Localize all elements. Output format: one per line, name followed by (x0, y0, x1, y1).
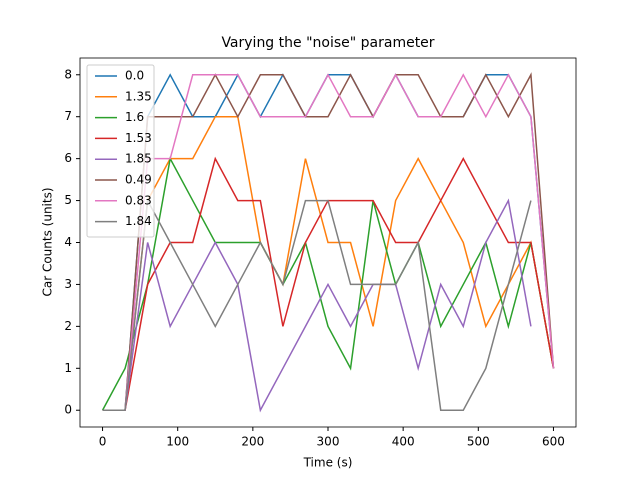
legend-label: 0.83 (125, 193, 152, 207)
y-tick-label: 1 (64, 361, 72, 375)
series-line (102, 72, 555, 411)
y-tick-label: 3 (64, 277, 72, 291)
x-tick-label: 100 (166, 435, 189, 449)
x-tick-label: 200 (241, 435, 264, 449)
x-axis-label: Time (s) (303, 456, 353, 470)
series-line (102, 115, 555, 411)
legend-label: 0.0 (125, 69, 144, 83)
legend-label: 1.6 (125, 110, 144, 124)
y-axis-label: Car Counts (units) (41, 187, 55, 296)
x-tick-label: 300 (317, 435, 340, 449)
legend-label: 1.53 (125, 131, 152, 145)
series-line (101, 156, 555, 411)
chart-title: Varying the "noise" parameter (221, 35, 434, 51)
x-tick-label: 400 (392, 435, 415, 449)
legend-label: 1.35 (125, 89, 152, 103)
series-line (102, 198, 532, 411)
x-tick-label: 0 (99, 435, 107, 449)
y-tick-label: 7 (64, 109, 72, 123)
x-tick-label: 600 (542, 435, 565, 449)
x-tick-label: 500 (467, 435, 490, 449)
legend-label: 0.49 (125, 173, 152, 187)
legend-label: 1.85 (125, 152, 152, 166)
series-line (102, 198, 532, 413)
y-tick-label: 4 (64, 235, 72, 249)
y-tick-label: 2 (64, 319, 72, 333)
y-tick-label: 8 (64, 67, 72, 81)
plot-frame (79, 57, 577, 428)
y-tick-label: 0 (64, 403, 72, 417)
y-tick-label: 6 (64, 151, 72, 165)
y-tick-label: 5 (64, 193, 72, 207)
legend-box (86, 64, 155, 238)
series-line (102, 73, 555, 411)
legend-label: 1.84 (125, 214, 152, 228)
